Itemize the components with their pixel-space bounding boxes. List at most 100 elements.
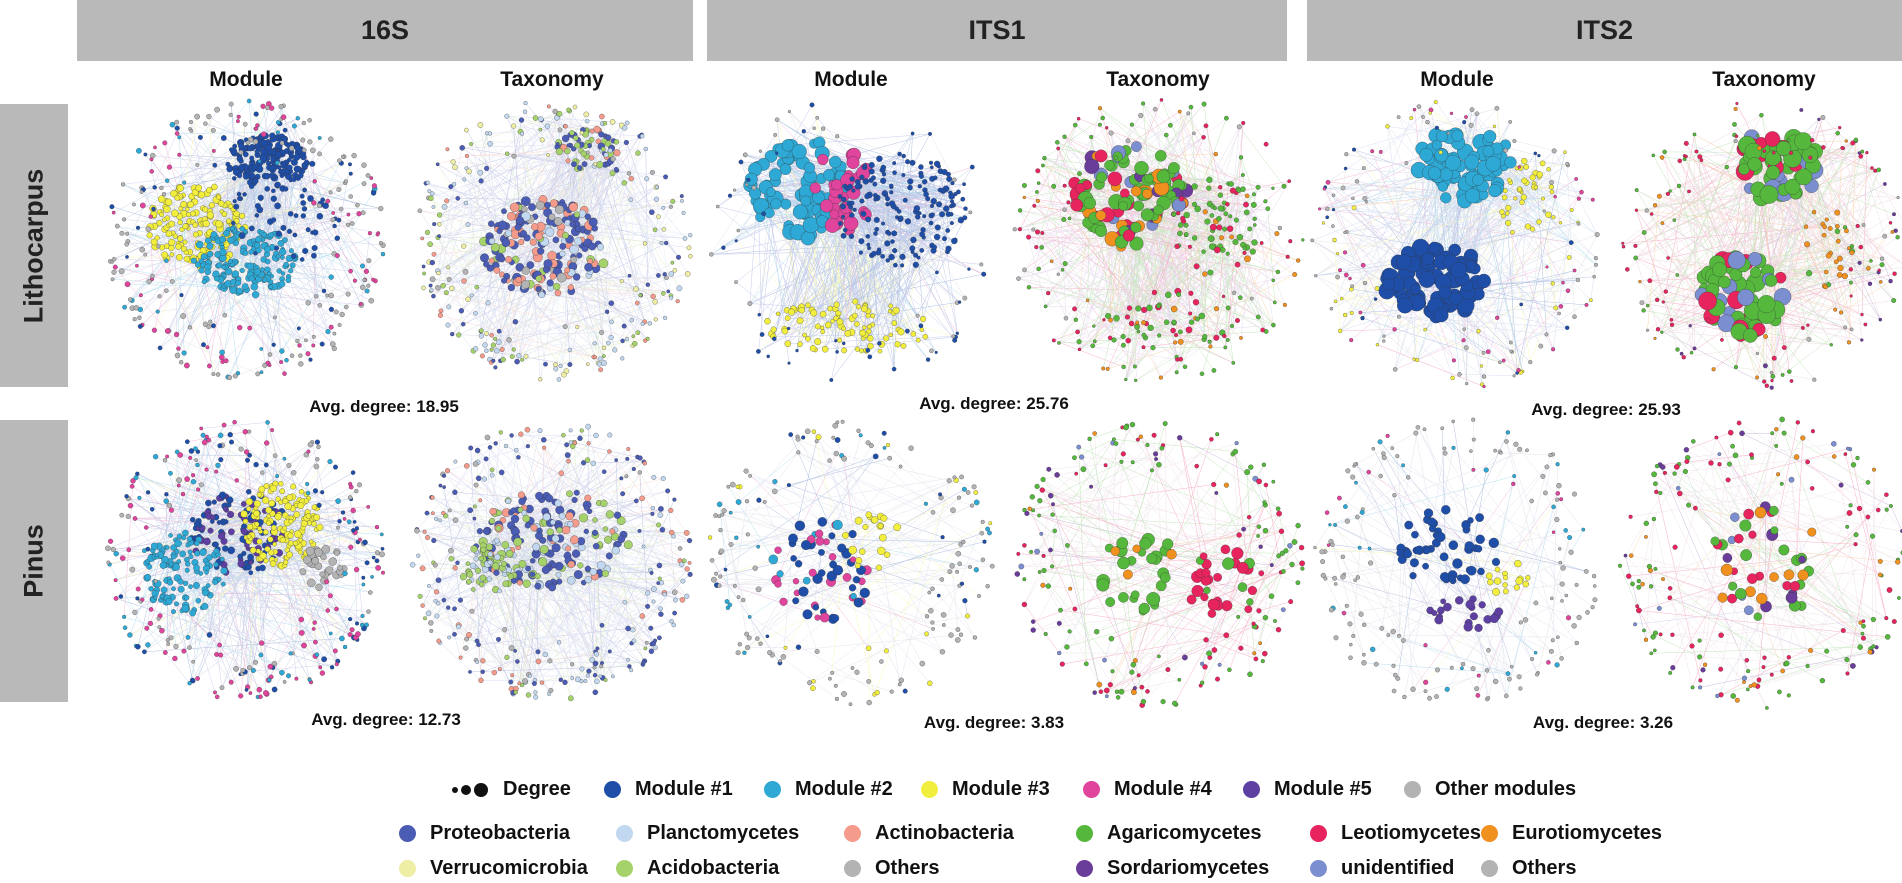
- network-lithocarpus-16s-taxonomy: [417, 100, 693, 382]
- agaricomycetes-swatch: [1076, 825, 1093, 842]
- network-lithocarpus-its2-taxonomy: [1621, 101, 1902, 390]
- network-nodes: [707, 419, 995, 707]
- network-edges: [1314, 419, 1593, 700]
- subheader-16s-module: Module: [209, 68, 283, 91]
- legend-degree-label: Degree: [503, 778, 571, 800]
- legend-other-modules-label: Other modules: [1435, 778, 1577, 800]
- subheader-its2-module: Module: [1420, 68, 1494, 91]
- module-1-swatch: [604, 781, 621, 798]
- legend-degree: Degree: [452, 778, 571, 801]
- legend-fungi-others-label: Others: [1512, 857, 1577, 879]
- legend-eurotiomycetes: Eurotiomycetes: [1481, 822, 1662, 845]
- legend-module-4-label: Module #4: [1114, 778, 1212, 800]
- legend-sordariomycetes-label: Sordariomycetes: [1107, 857, 1270, 879]
- legend-module-2: Module #2: [764, 778, 893, 801]
- network-nodes: [417, 100, 693, 382]
- legend-agaricomycetes: Agaricomycetes: [1076, 822, 1262, 845]
- legend-bacteria-others: Others: [844, 857, 939, 880]
- legend-unidentified: unidentified: [1310, 857, 1454, 880]
- eurotiomycetes-swatch: [1481, 825, 1498, 842]
- network-pinus-16s-module: [105, 419, 385, 700]
- legend-eurotiomycetes-label: Eurotiomycetes: [1512, 822, 1663, 844]
- other-modules-swatch: [1404, 781, 1421, 798]
- bacteria-others-swatch: [844, 860, 861, 877]
- subheader-its1-module: Module: [814, 68, 888, 91]
- network-lithocarpus-its1-module: [709, 102, 987, 382]
- network-nodes: [1014, 421, 1305, 708]
- module-4-swatch: [1083, 781, 1100, 798]
- sordariomycetes-swatch: [1076, 860, 1093, 877]
- planctomycetes-swatch: [616, 825, 633, 842]
- legend-module-5-label: Module #5: [1274, 778, 1372, 800]
- legend-planctomycetes-label: Planctomycetes: [647, 822, 800, 844]
- subheader-its2-taxonomy: Taxonomy: [1712, 68, 1816, 91]
- network-pinus-its2-taxonomy: [1617, 416, 1902, 710]
- network-pinus-its2-module: [1313, 417, 1598, 702]
- legend-module-3-label: Module #3: [952, 778, 1050, 800]
- legend-sordariomycetes: Sordariomycetes: [1076, 857, 1269, 880]
- legend-module-5: Module #5: [1243, 778, 1372, 801]
- header-its1: ITS1: [707, 0, 1287, 61]
- legend-module-2-label: Module #2: [795, 778, 893, 800]
- avg-degree-pinus-its1: Avg. degree: 3.83: [923, 713, 1065, 732]
- legend-acidobacteria: Acidobacteria: [616, 857, 779, 880]
- legend-module-3: Module #3: [921, 778, 1050, 801]
- fungi-others-swatch: [1481, 860, 1498, 877]
- subheader-its1-taxonomy: Taxonomy: [1106, 68, 1210, 91]
- network-nodes: [105, 419, 385, 700]
- proteobacteria-swatch: [399, 825, 416, 842]
- network-pinus-16s-taxonomy: [410, 423, 693, 702]
- network-nodes: [1310, 100, 1600, 389]
- degree-size-icon: [452, 782, 491, 797]
- unidentified-swatch: [1310, 860, 1327, 877]
- legend-agaricomycetes-label: Agaricomycetes: [1107, 822, 1262, 844]
- network-nodes: [709, 102, 987, 382]
- network-edges: [1619, 419, 1902, 709]
- network-nodes: [107, 98, 386, 381]
- legend-module-4: Module #4: [1083, 778, 1212, 801]
- legend-leotiomycetes: Leotiomycetes: [1310, 822, 1481, 845]
- legend-actinobacteria: Actinobacteria: [844, 822, 1014, 845]
- row-label-lithocarpus: Lithocarpus: [0, 104, 68, 387]
- verrucomicrobia-swatch: [399, 860, 416, 877]
- legend-bacteria-others-label: Others: [875, 857, 940, 879]
- network-pinus-its1-module: [707, 419, 995, 707]
- network-pinus-its1-taxonomy: [1014, 421, 1305, 708]
- avg-degree-pinus-its2: Avg. degree: 3.26: [1532, 713, 1674, 732]
- avg-degree-pinus-16s: Avg. degree: 12.73: [311, 710, 461, 729]
- avg-degree-lithocarpus-16s: Avg. degree: 18.95: [309, 397, 459, 416]
- network-nodes: [1012, 98, 1305, 383]
- network-lithocarpus-its2-module: [1310, 100, 1600, 389]
- network-edges: [711, 104, 984, 381]
- avg-degree-lithocarpus-its1: Avg. degree: 25.76: [919, 394, 1069, 413]
- actinobacteria-swatch: [844, 825, 861, 842]
- leotiomycetes-swatch: [1310, 825, 1327, 842]
- legend-verrucomicrobia: Verrucomicrobia: [399, 857, 588, 880]
- header-16s: 16S: [77, 0, 693, 61]
- network-lithocarpus-its1-taxonomy: [1012, 98, 1305, 383]
- legend-other-modules: Other modules: [1404, 778, 1576, 801]
- header-its2: ITS2: [1307, 0, 1902, 61]
- legend-module-1: Module #1: [604, 778, 733, 801]
- legend-verrucomicrobia-label: Verrucomicrobia: [430, 857, 588, 879]
- network-nodes: [1313, 417, 1598, 702]
- legend-leotiomycetes-label: Leotiomycetes: [1341, 822, 1482, 844]
- module-3-swatch: [921, 781, 938, 798]
- module-5-swatch: [1243, 781, 1260, 798]
- row-label-pinus: Pinus: [0, 420, 68, 702]
- legend-proteobacteria-label: Proteobacteria: [430, 822, 571, 844]
- legend-module-1-label: Module #1: [635, 778, 733, 800]
- acidobacteria-swatch: [616, 860, 633, 877]
- module-2-swatch: [764, 781, 781, 798]
- legend-proteobacteria: Proteobacteria: [399, 822, 570, 845]
- subheader-16s-taxonomy: Taxonomy: [500, 68, 604, 91]
- network-lithocarpus-16s-module: [107, 98, 386, 381]
- legend-acidobacteria-label: Acidobacteria: [647, 857, 780, 879]
- network-nodes: [1617, 416, 1902, 710]
- legend-actinobacteria-label: Actinobacteria: [875, 822, 1014, 844]
- network-nodes: [1621, 101, 1900, 390]
- legend-fungi-others: Others: [1481, 857, 1576, 880]
- legend-planctomycetes: Planctomycetes: [616, 822, 799, 845]
- network-nodes: [410, 423, 693, 702]
